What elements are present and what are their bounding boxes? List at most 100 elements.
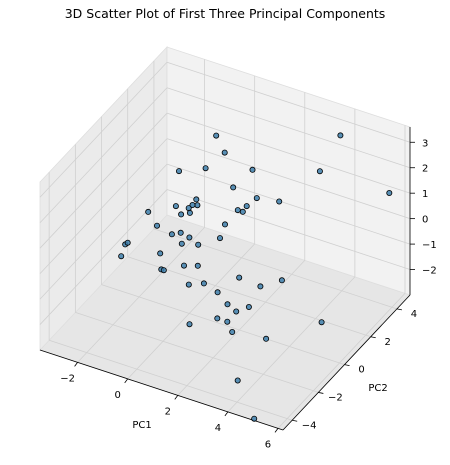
z-tick-label-0: −2 <box>422 266 437 277</box>
data-point-33 <box>124 239 131 246</box>
y-grid-floor-0 <box>49 339 293 421</box>
data-point-44 <box>229 328 236 335</box>
data-point-48 <box>257 283 264 290</box>
z-grid-side-3 <box>39 112 168 249</box>
y-tick-2 <box>344 364 350 366</box>
data-point-52 <box>234 377 241 384</box>
x-grid-floor-0 <box>77 227 205 363</box>
x-tick-label-3: 4 <box>215 423 221 434</box>
gridlines <box>39 59 411 429</box>
data-point-11 <box>230 184 237 191</box>
data-point-7 <box>213 132 220 139</box>
data-point-50 <box>263 335 270 342</box>
data-point-43 <box>224 318 231 325</box>
axes: −2 0 2 4 6 −4 −2 0 2 4 −2 −1 0 1 2 3 <box>39 127 437 450</box>
data-point-16 <box>172 203 179 210</box>
y-grid-floor-4 <box>153 228 398 310</box>
z-tick-label-1: −1 <box>422 240 437 251</box>
data-point-5 <box>249 166 256 173</box>
y-axis-line <box>282 294 411 431</box>
x-tick-label-1: 0 <box>114 390 120 401</box>
z-grid-back-0 <box>166 189 411 270</box>
data-point-9 <box>175 168 182 175</box>
y-tick-1 <box>318 392 324 394</box>
z-grid-back-5 <box>166 61 411 143</box>
data-point-20 <box>186 209 193 216</box>
x-grid-floor-1 <box>127 243 255 380</box>
y-tick-3 <box>370 336 376 339</box>
data-point-6 <box>221 149 228 156</box>
z-grid-back-2 <box>166 138 411 220</box>
data-point-32 <box>118 253 125 260</box>
data-point-13 <box>221 221 228 228</box>
data-point-22 <box>145 208 152 215</box>
data-point-41 <box>224 301 231 308</box>
data-point-39 <box>200 280 207 287</box>
data-point-8 <box>202 165 209 172</box>
x-tick-label-0: −2 <box>60 373 75 384</box>
x-tick-1 <box>124 378 129 384</box>
data-points <box>118 132 393 422</box>
data-point-28 <box>195 241 202 248</box>
z-tick-label-2: 0 <box>422 215 428 226</box>
x-tick-0 <box>74 362 78 367</box>
data-point-38 <box>194 262 201 269</box>
x-grid-floor-3 <box>227 276 356 413</box>
x-tick-4 <box>274 428 279 433</box>
data-point-25 <box>177 229 184 236</box>
data-point-34 <box>157 250 164 257</box>
z-grid-back-1 <box>166 163 411 245</box>
x-grid-floor-4 <box>277 293 406 429</box>
data-point-29 <box>180 262 187 269</box>
data-point-53 <box>318 319 325 326</box>
data-point-18 <box>189 201 196 208</box>
data-point-54 <box>251 415 258 422</box>
data-point-45 <box>214 315 221 322</box>
x-tick-3 <box>224 411 229 417</box>
data-point-40 <box>214 289 221 296</box>
y-axis-label: PC2 <box>368 383 387 394</box>
z-grid-side-2 <box>39 138 168 274</box>
z-tick-label-3: 1 <box>422 189 428 200</box>
z-grid-back-3 <box>166 112 411 194</box>
data-point-26 <box>186 234 193 241</box>
data-point-47 <box>236 274 243 281</box>
data-point-4 <box>253 195 260 202</box>
y-tick-label-4: 4 <box>411 309 417 320</box>
x-tick-label-2: 2 <box>165 406 171 417</box>
y-grid-floor-1 <box>75 312 319 393</box>
data-point-10 <box>194 202 201 209</box>
z-tick-label-4: 2 <box>422 164 428 175</box>
y-tick-label-1: −2 <box>328 392 343 403</box>
y-tick-4 <box>396 308 402 311</box>
data-point-36 <box>160 267 167 274</box>
y-tick-label-2: 0 <box>358 365 364 376</box>
y-tick-0 <box>292 419 298 422</box>
z-grid-side-1 <box>39 163 168 300</box>
data-point-17 <box>193 196 200 203</box>
x-grid-floor-2 <box>177 260 306 396</box>
y-tick-label-3: 2 <box>385 337 391 348</box>
data-point-27 <box>178 240 185 247</box>
y-grid-floor-2 <box>101 284 345 365</box>
data-point-21 <box>178 211 185 218</box>
data-point-15 <box>239 208 246 215</box>
data-point-23 <box>153 222 160 229</box>
x-axis-label: PC1 <box>132 420 151 431</box>
y-tick-label-0: −4 <box>302 420 317 431</box>
data-point-0 <box>337 132 344 139</box>
z-grid-side-5 <box>39 61 168 198</box>
z-grid-side-4 <box>39 87 168 224</box>
data-point-2 <box>386 189 393 196</box>
data-point-19 <box>185 205 192 212</box>
data-point-42 <box>233 308 240 315</box>
data-point-1 <box>316 168 323 175</box>
x-axis-line <box>39 349 284 431</box>
data-point-12 <box>243 203 250 210</box>
y-grid-floor-3 <box>127 256 371 338</box>
data-point-51 <box>186 321 193 328</box>
data-point-37 <box>185 281 192 288</box>
data-point-46 <box>245 303 252 310</box>
data-point-49 <box>278 277 285 284</box>
